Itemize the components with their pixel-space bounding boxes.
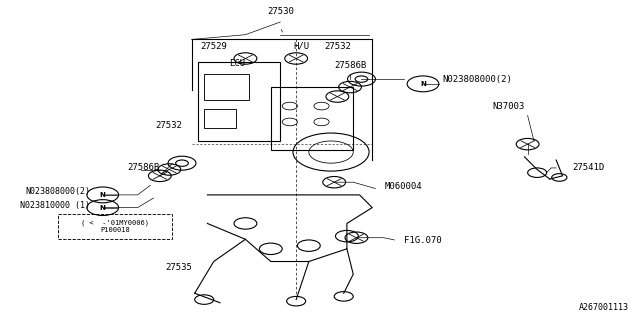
Text: N37003: N37003	[492, 102, 525, 111]
Text: M060004: M060004	[385, 182, 422, 191]
Text: N023808000(2): N023808000(2)	[25, 187, 90, 196]
Text: ECU: ECU	[230, 59, 246, 68]
Text: N: N	[100, 192, 106, 198]
Text: N: N	[100, 204, 106, 211]
Text: ( <  -'01MY0006): ( < -'01MY0006)	[81, 219, 149, 226]
Bar	[204, 109, 236, 128]
Text: A267001113: A267001113	[579, 303, 629, 312]
Bar	[204, 74, 248, 100]
Text: 27586B: 27586B	[334, 60, 367, 69]
Text: F1G.070: F1G.070	[404, 236, 442, 245]
Text: 27541D: 27541D	[572, 164, 604, 172]
Text: N: N	[420, 81, 426, 87]
Text: 27530: 27530	[267, 7, 294, 16]
Bar	[271, 87, 353, 150]
Bar	[198, 62, 280, 141]
Text: 27586B: 27586B	[127, 164, 160, 172]
Text: N023810000 (1): N023810000 (1)	[20, 202, 90, 211]
Text: 27535: 27535	[165, 263, 192, 272]
Text: N023808000(2): N023808000(2)	[442, 75, 512, 84]
Text: 27529: 27529	[200, 42, 227, 51]
Text: 27532: 27532	[155, 121, 182, 130]
Text: 27532: 27532	[324, 42, 351, 51]
Text: H/U: H/U	[293, 42, 309, 51]
Text: P100018: P100018	[100, 228, 131, 233]
